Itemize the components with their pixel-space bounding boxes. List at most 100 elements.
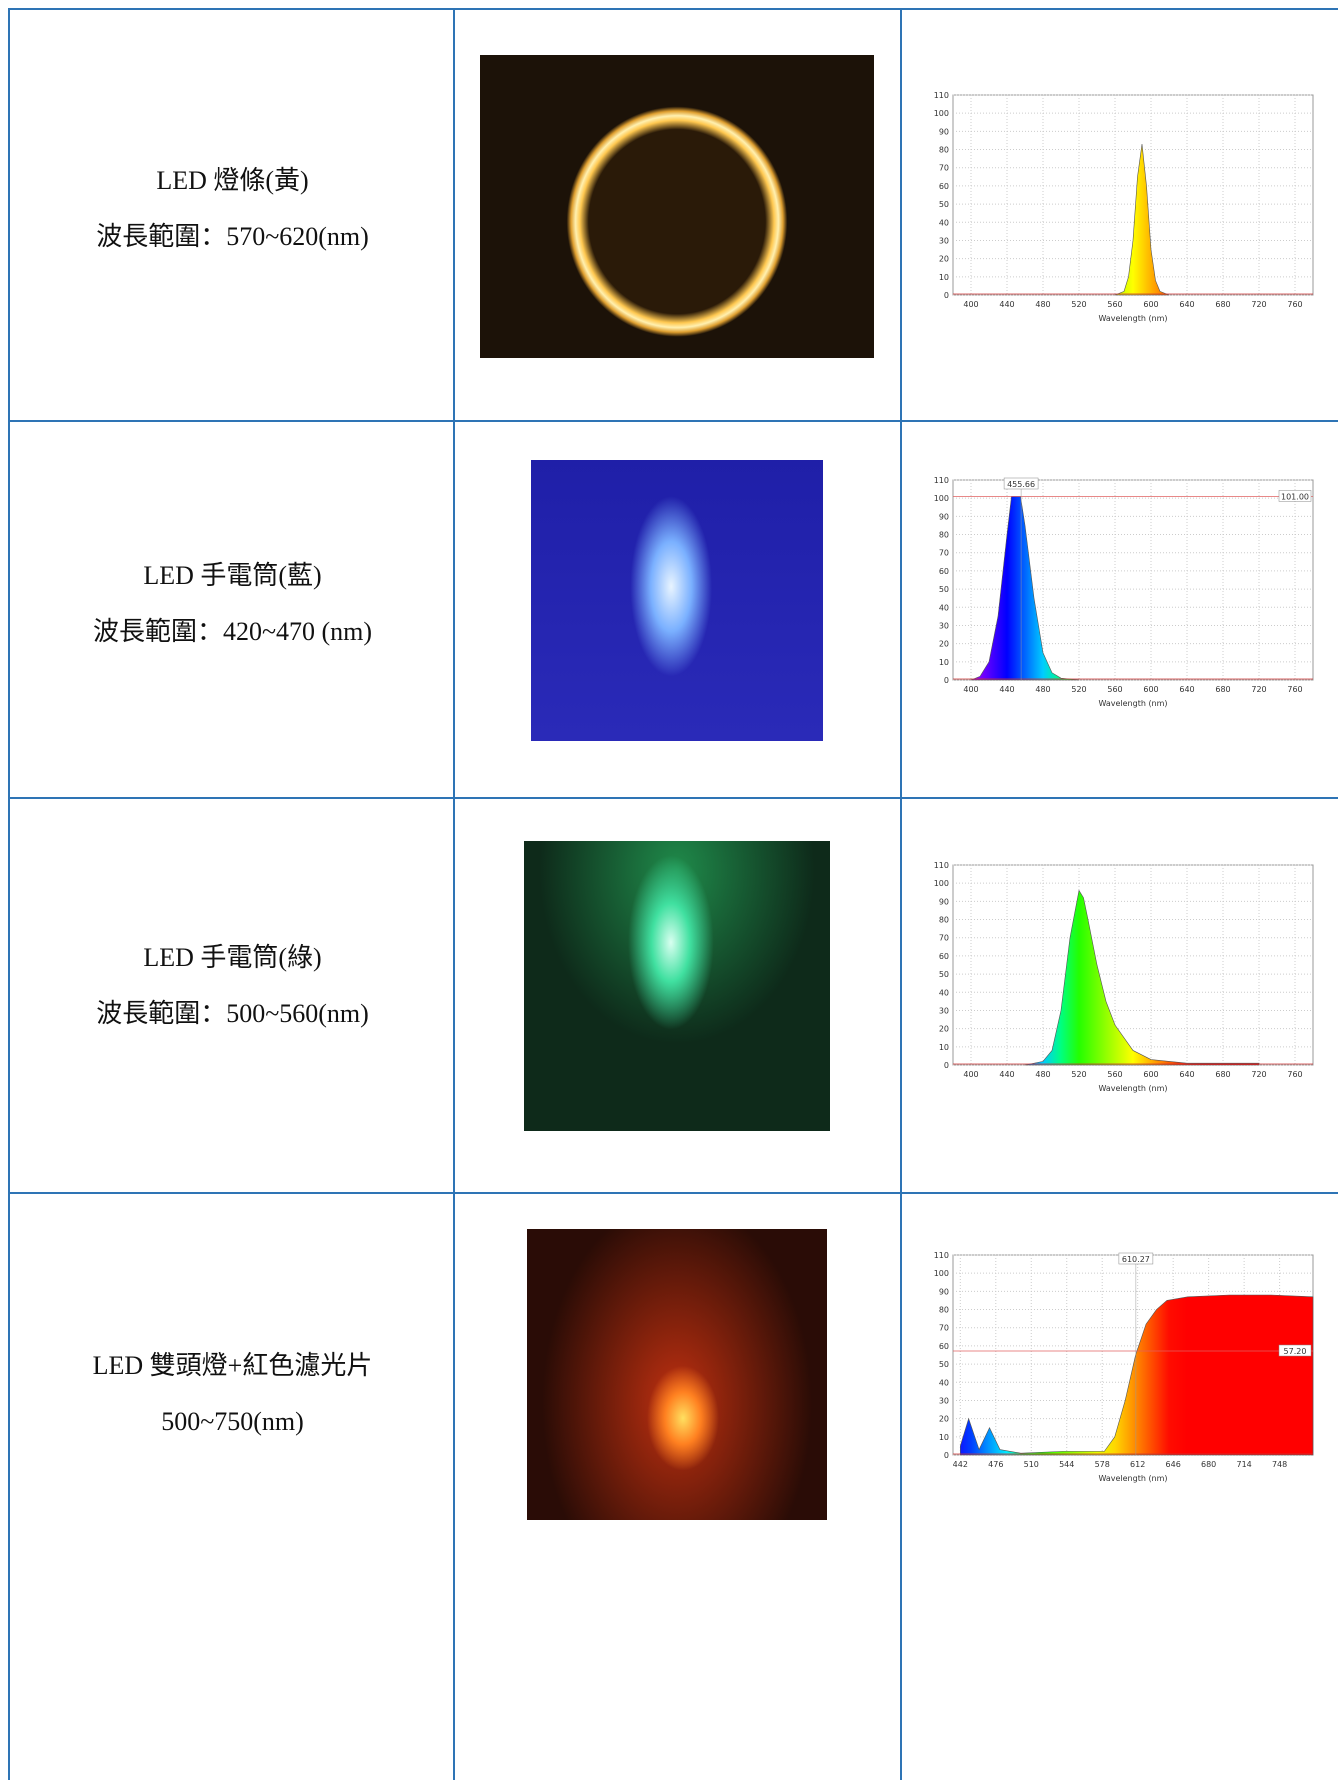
- y-tick-label: 40: [939, 1378, 949, 1387]
- y-tick-label: 50: [939, 585, 949, 594]
- x-tick-label: 520: [1071, 685, 1086, 694]
- y-tick-label: 110: [934, 861, 949, 870]
- x-tick-label: 720: [1251, 1070, 1266, 1079]
- cell-text: LED 燈條(黃) 波長範圍：570~620(nm): [11, 153, 454, 265]
- table-border: [9, 8, 1338, 10]
- table-border: [9, 797, 1338, 799]
- x-tick-label: 600: [1143, 1070, 1158, 1079]
- page: LED 燈條(黃) 波長範圍：570~620(nm) LED 手電筒(藍) 波長…: [0, 0, 1338, 1780]
- y-tick-label: 110: [934, 1251, 949, 1260]
- x-tick-label: 480: [1035, 300, 1050, 309]
- x-tick-label: 720: [1251, 300, 1266, 309]
- x-axis-label: Wavelength (nm): [1098, 314, 1167, 323]
- x-tick-label: 400: [963, 685, 978, 694]
- y-tick-label: 0: [944, 291, 949, 300]
- x-tick-label: 480: [1035, 1070, 1050, 1079]
- table-border: [453, 8, 455, 1780]
- y-tick-label: 100: [934, 109, 949, 118]
- y-tick-label: 60: [939, 952, 949, 961]
- y-tick-label: 90: [939, 127, 949, 136]
- y-tick-label: 10: [939, 1433, 949, 1442]
- y-tick-label: 80: [939, 916, 949, 925]
- x-tick-label: 544: [1059, 1460, 1074, 1469]
- x-tick-label: 714: [1236, 1460, 1251, 1469]
- y-tick-label: 70: [939, 934, 949, 943]
- text-line: LED 手電筒(綠): [11, 930, 454, 986]
- y-tick-label: 30: [939, 621, 949, 630]
- x-axis-label: Wavelength (nm): [1098, 1474, 1167, 1483]
- y-tick-label: 100: [934, 1269, 949, 1278]
- x-tick-label: 560: [1107, 300, 1122, 309]
- text-line: 波長範圍：500~560(nm): [11, 986, 454, 1042]
- x-tick-label: 640: [1179, 685, 1194, 694]
- x-tick-label: 600: [1143, 300, 1158, 309]
- y-tick-label: 70: [939, 164, 949, 173]
- marker-label: 455.66: [1007, 480, 1035, 489]
- y-tick-label: 40: [939, 603, 949, 612]
- y-tick-label: 30: [939, 1396, 949, 1405]
- y-tick-label: 30: [939, 1006, 949, 1015]
- x-tick-label: 400: [963, 300, 978, 309]
- text-line: 500~750(nm): [11, 1394, 454, 1450]
- y-tick-label: 0: [944, 676, 949, 685]
- x-tick-label: 646: [1166, 1460, 1181, 1469]
- table-border: [9, 420, 1338, 422]
- y-tick-label: 50: [939, 200, 949, 209]
- x-tick-label: 442: [953, 1460, 968, 1469]
- y-tick-label: 10: [939, 273, 949, 282]
- y-tick-label: 20: [939, 1415, 949, 1424]
- y-tick-label: 100: [934, 879, 949, 888]
- x-tick-label: 760: [1287, 300, 1302, 309]
- x-tick-label: 640: [1179, 1070, 1194, 1079]
- photo: [531, 460, 823, 741]
- x-tick-label: 440: [999, 300, 1014, 309]
- y-tick-label: 0: [944, 1451, 949, 1460]
- reference-label: 57.20: [1284, 1347, 1307, 1356]
- text-line: 波長範圍：420~470 (nm): [11, 604, 454, 660]
- y-tick-label: 40: [939, 218, 949, 227]
- y-tick-label: 0: [944, 1061, 949, 1070]
- x-tick-label: 480: [1035, 685, 1050, 694]
- y-tick-label: 30: [939, 236, 949, 245]
- x-tick-label: 440: [999, 685, 1014, 694]
- x-tick-label: 578: [1095, 1460, 1110, 1469]
- y-tick-label: 20: [939, 255, 949, 264]
- photo: [527, 1229, 827, 1520]
- table-border: [900, 8, 902, 1780]
- y-tick-label: 50: [939, 970, 949, 979]
- x-tick-label: 400: [963, 1070, 978, 1079]
- x-tick-label: 720: [1251, 685, 1266, 694]
- x-tick-label: 520: [1071, 300, 1086, 309]
- cell-text: LED 手電筒(藍) 波長範圍：420~470 (nm): [11, 548, 454, 660]
- x-tick-label: 560: [1107, 685, 1122, 694]
- spectrum-chart: 0102030405060708090100110400440480520560…: [913, 855, 1323, 1117]
- y-tick-label: 60: [939, 567, 949, 576]
- x-tick-label: 440: [999, 1070, 1014, 1079]
- text-line: LED 燈條(黃): [11, 153, 454, 209]
- x-tick-label: 560: [1107, 1070, 1122, 1079]
- x-tick-label: 476: [988, 1460, 1003, 1469]
- y-tick-label: 80: [939, 1306, 949, 1315]
- text-line: LED 手電筒(藍): [11, 548, 454, 604]
- x-tick-label: 760: [1287, 685, 1302, 694]
- x-tick-label: 520: [1071, 1070, 1086, 1079]
- cell-text: LED 手電筒(綠) 波長範圍：500~560(nm): [11, 930, 454, 1042]
- y-tick-label: 80: [939, 146, 949, 155]
- y-tick-label: 90: [939, 512, 949, 521]
- table-border: [9, 1192, 1338, 1194]
- x-tick-label: 680: [1215, 1070, 1230, 1079]
- x-axis-label: Wavelength (nm): [1098, 699, 1167, 708]
- y-tick-label: 60: [939, 1342, 949, 1351]
- y-tick-label: 50: [939, 1360, 949, 1369]
- text-line: 波長範圍：570~620(nm): [11, 209, 454, 265]
- x-tick-label: 612: [1130, 1460, 1145, 1469]
- table-border: [8, 8, 10, 1780]
- x-tick-label: 748: [1272, 1460, 1287, 1469]
- y-tick-label: 20: [939, 1025, 949, 1034]
- y-tick-label: 110: [934, 91, 949, 100]
- y-tick-label: 90: [939, 1287, 949, 1296]
- x-tick-label: 680: [1215, 685, 1230, 694]
